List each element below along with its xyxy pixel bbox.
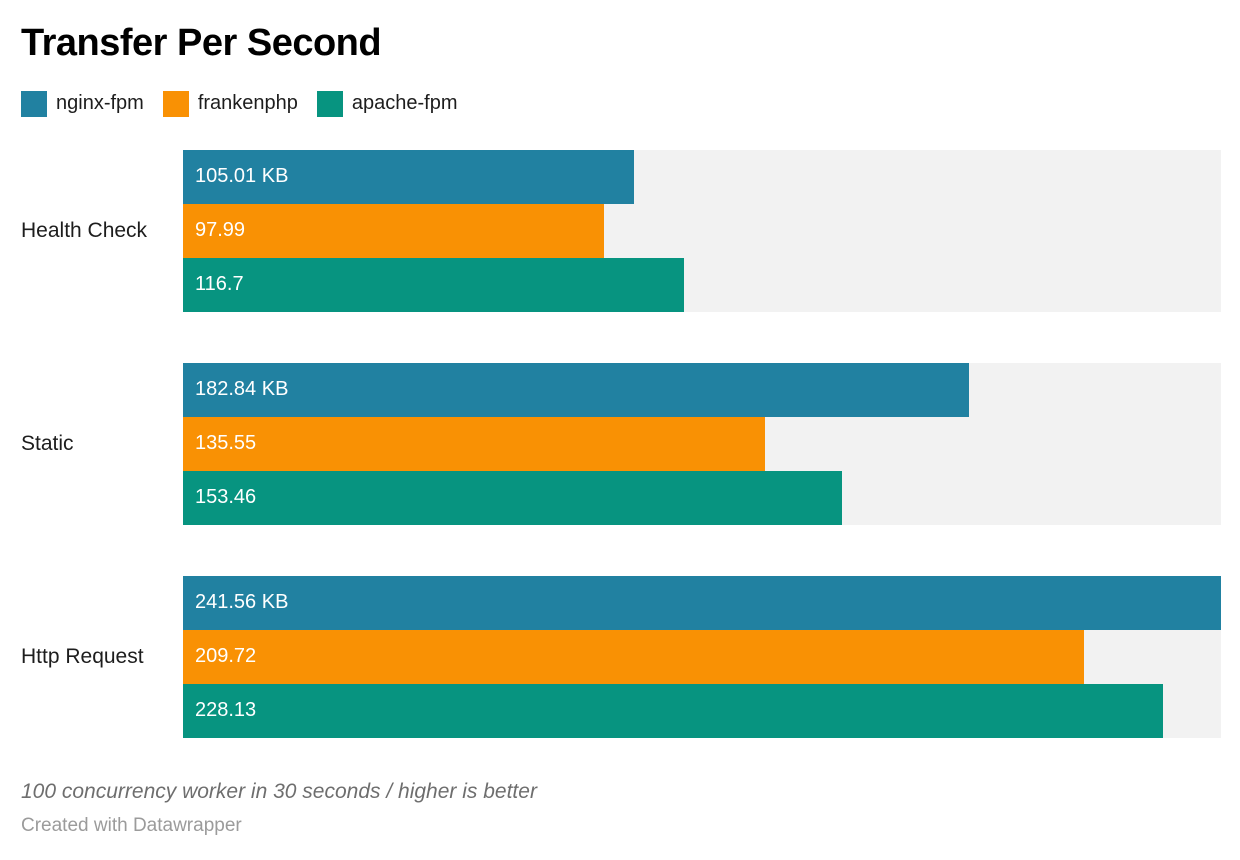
legend-item-apache-fpm: apache-fpm bbox=[316, 90, 458, 117]
bar-value-label: 116.7 bbox=[195, 273, 244, 296]
category-label: Health Check bbox=[21, 218, 148, 242]
bar-apache-fpm: 228.13 bbox=[183, 683, 1164, 738]
bar-nginx-fpm: 182.84 KB bbox=[183, 362, 969, 417]
legend-label-apache-fpm: apache-fpm bbox=[351, 92, 458, 115]
chart-page: Transfer Per Second nginx-fpm frankenphp… bbox=[21, 22, 1221, 836]
bar-value-label: 182.84 KB bbox=[195, 378, 289, 401]
bar-frankenphp: 209.72 bbox=[183, 629, 1085, 684]
bar-track: 241.56 KB 209.72 228.13 bbox=[183, 575, 1221, 738]
bar-value-label: 228.13 bbox=[195, 699, 257, 722]
bar-value-label: 105.01 KB bbox=[195, 165, 289, 188]
legend-swatch-apache-fpm bbox=[316, 90, 343, 117]
legend-label-frankenphp: frankenphp bbox=[197, 92, 298, 115]
legend: nginx-fpm frankenphp apache-fpm bbox=[21, 90, 1221, 117]
legend-label-nginx-fpm: nginx-fpm bbox=[56, 92, 144, 115]
category-label: Static bbox=[21, 431, 74, 455]
bar-apache-fpm: 153.46 bbox=[183, 470, 843, 525]
bar-value-label: 153.46 bbox=[195, 486, 257, 509]
bar-nginx-fpm: 105.01 KB bbox=[183, 149, 635, 204]
bar-group: Health Check 105.01 KB 97.99 116.7 bbox=[21, 149, 1221, 312]
legend-item-nginx-fpm: nginx-fpm bbox=[21, 90, 144, 117]
bar-group: Static 182.84 KB 135.55 153.46 bbox=[21, 362, 1221, 525]
bar-group: Http Request 241.56 KB 209.72 228.13 bbox=[21, 575, 1221, 738]
datawrapper-credit: Created with Datawrapper bbox=[21, 814, 242, 836]
bar-value-label: 135.55 bbox=[195, 432, 257, 455]
bar-value-label: 241.56 KB bbox=[195, 591, 289, 614]
bar-track: 105.01 KB 97.99 116.7 bbox=[183, 149, 1221, 312]
legend-item-frankenphp: frankenphp bbox=[162, 90, 298, 117]
bar-frankenphp: 97.99 bbox=[183, 203, 605, 258]
bar-track: 182.84 KB 135.55 153.46 bbox=[183, 362, 1221, 525]
category-label: Http Request bbox=[21, 644, 144, 668]
legend-swatch-nginx-fpm bbox=[21, 90, 47, 117]
bar-value-label: 209.72 bbox=[195, 645, 257, 668]
bar-nginx-fpm: 241.56 KB bbox=[183, 575, 1221, 630]
bar-value-label: 97.99 bbox=[195, 219, 246, 242]
bar-frankenphp: 135.55 bbox=[183, 416, 766, 471]
bar-chart: Health Check 105.01 KB 97.99 116.7 Static 182… bbox=[21, 149, 1221, 738]
chart-title: Transfer Per Second bbox=[21, 22, 382, 64]
bar-apache-fpm: 116.7 bbox=[183, 257, 685, 312]
chart-note: 100 concurrency worker in 30 seconds / h… bbox=[21, 779, 537, 803]
legend-swatch-frankenphp bbox=[162, 90, 189, 117]
